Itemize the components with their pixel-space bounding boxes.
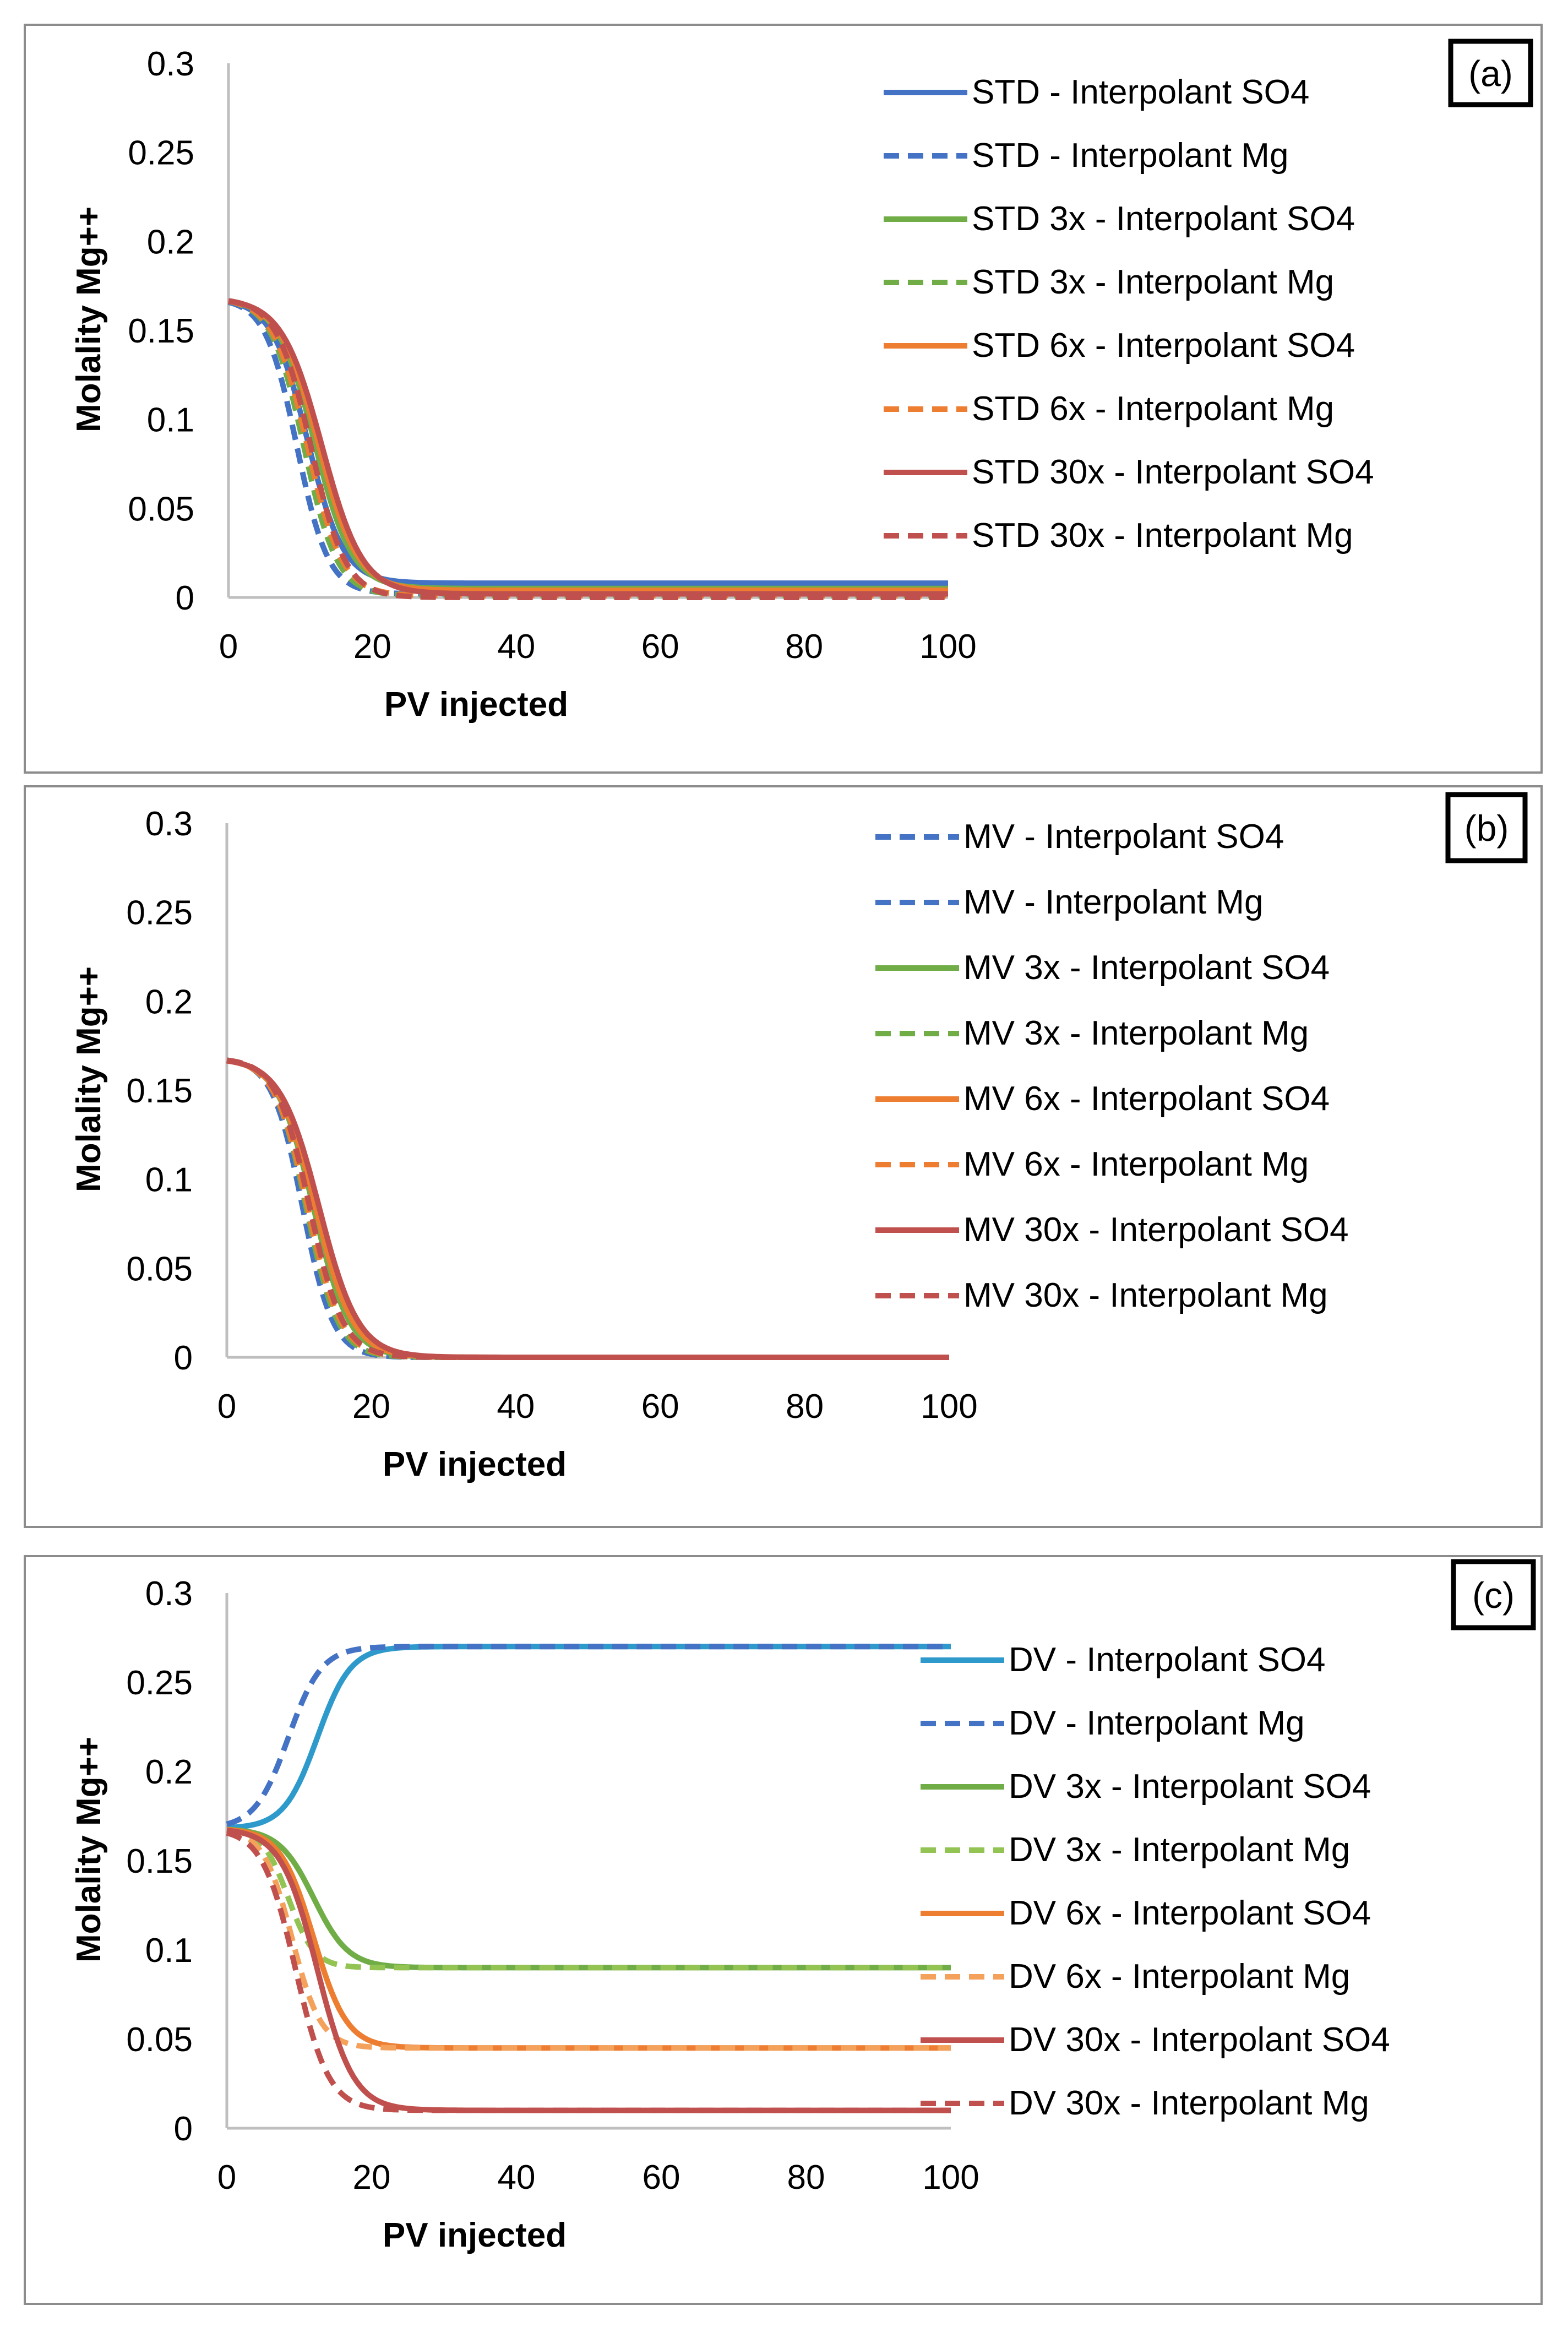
legend-entry: MV 30x - Interpolant Mg bbox=[963, 1276, 1328, 1314]
series-lines bbox=[226, 1644, 951, 2113]
x-tick-label: 20 bbox=[352, 1388, 390, 1426]
legend-entry: STD 3x - Interpolant Mg bbox=[972, 263, 1334, 301]
chart-panel-c: 0 0.05 0.1 0.15 0.2 0.25 0.3 0 20 40 60 80 100 PV inj… bbox=[24, 1555, 1543, 2305]
x-axis-title: PV injected bbox=[384, 686, 568, 724]
panel-label: (c) bbox=[1472, 1575, 1515, 1616]
y-tick-label: 0.2 bbox=[145, 1753, 193, 1791]
legend-entry: STD 6x - Interpolant Mg bbox=[972, 390, 1334, 428]
x-tick-label: 60 bbox=[643, 2159, 680, 2196]
panel-frame bbox=[24, 785, 1543, 1528]
y-tick-label: 0.05 bbox=[126, 2021, 193, 2059]
series-line bbox=[228, 299, 948, 586]
y-tick-label: 0 bbox=[174, 1339, 193, 1377]
x-tick-label: 40 bbox=[498, 2159, 536, 2196]
y-tick-label: 0 bbox=[174, 2110, 193, 2148]
series-line bbox=[226, 1057, 949, 1360]
y-tick-label: 0.25 bbox=[126, 1664, 193, 1702]
series-lines bbox=[226, 1057, 949, 1360]
y-tick-label: 0.05 bbox=[126, 1250, 193, 1288]
x-tick-label: 0 bbox=[217, 2159, 236, 2196]
x-tick-label: 20 bbox=[353, 2159, 391, 2196]
legend-entry: DV 30x - Interpolant Mg bbox=[1009, 2084, 1369, 2122]
legend-entry: DV 6x - Interpolant Mg bbox=[1009, 1958, 1350, 1996]
series-lines bbox=[227, 298, 948, 600]
x-tick-label: 60 bbox=[641, 628, 679, 666]
y-tick-label: 0.15 bbox=[126, 1842, 193, 1880]
panel-frame bbox=[24, 1555, 1543, 2305]
series-line bbox=[228, 298, 948, 594]
legend-entry: DV - Interpolant SO4 bbox=[1009, 1641, 1326, 1679]
y-tick-label: 0.3 bbox=[147, 45, 194, 83]
legend-entry: MV 6x - Interpolant SO4 bbox=[963, 1080, 1330, 1118]
series-line bbox=[228, 298, 948, 600]
panel-label-box bbox=[1451, 1559, 1536, 1630]
y-tick-label: 0.1 bbox=[147, 401, 194, 439]
legend-entry: DV 6x - Interpolant SO4 bbox=[1009, 1894, 1371, 1932]
series-line bbox=[228, 298, 948, 597]
x-tick-label: 0 bbox=[219, 628, 238, 666]
y-tick-label: 0.3 bbox=[145, 1575, 193, 1613]
legend-entry: MV 6x - Interpolant Mg bbox=[963, 1145, 1309, 1183]
legend-entry: STD - Interpolant SO4 bbox=[972, 73, 1309, 111]
y-tick-label: 0.1 bbox=[145, 1161, 193, 1199]
legend-entry: MV 30x - Interpolant SO4 bbox=[963, 1211, 1349, 1249]
y-axis-title: Molality Mg++ bbox=[70, 206, 108, 432]
legend-entry: STD 30x - Interpolant SO4 bbox=[972, 453, 1374, 491]
chart-panel-b: 0 0.05 0.1 0.15 0.2 0.25 0.3 0 20 40 60 80 100 PV inj… bbox=[24, 785, 1543, 1528]
y-tick-label: 0.25 bbox=[126, 894, 193, 932]
series-line bbox=[226, 1828, 951, 2051]
legend-entry: DV 3x - Interpolant SO4 bbox=[1009, 1768, 1371, 1806]
legend-entry: MV - Interpolant Mg bbox=[963, 883, 1263, 921]
x-tick-label: 40 bbox=[497, 1388, 535, 1426]
panel-label-box bbox=[1445, 792, 1528, 863]
legend-entry: MV 3x - Interpolant SO4 bbox=[963, 949, 1330, 987]
legend: STD - Interpolant SO4 STD - Interpolant M… bbox=[884, 73, 1374, 554]
panel-label: (a) bbox=[1468, 53, 1513, 94]
panel-label: (b) bbox=[1464, 808, 1509, 849]
x-tick-label: 60 bbox=[641, 1388, 679, 1426]
y-axis-title: Molality Mg++ bbox=[70, 1737, 108, 1962]
y-tick-label: 0 bbox=[176, 579, 194, 617]
x-tick-label: 20 bbox=[353, 628, 391, 666]
y-tick-label: 0.1 bbox=[145, 1932, 193, 1970]
y-axis-title: Molality Mg++ bbox=[70, 966, 108, 1192]
series-line bbox=[226, 1830, 951, 2113]
legend-entry: STD 3x - Interpolant SO4 bbox=[972, 200, 1355, 238]
y-tick-label: 0.05 bbox=[128, 490, 194, 528]
x-tick-label: 80 bbox=[786, 1388, 824, 1426]
y-tick-label: 0.15 bbox=[128, 312, 194, 350]
x-tick-label: 100 bbox=[922, 2159, 979, 2196]
y-tick-label: 0.15 bbox=[126, 1072, 193, 1110]
series-line bbox=[226, 1826, 951, 1971]
legend-entry: MV - Interpolant SO4 bbox=[963, 818, 1284, 856]
legend: MV - Interpolant SO4 MV - Interpolant Mg M… bbox=[875, 818, 1349, 1314]
x-tick-label: 40 bbox=[497, 628, 535, 666]
x-axis-title: PV injected bbox=[383, 1445, 567, 1483]
series-line bbox=[226, 1644, 951, 1827]
y-tick-label: 0.25 bbox=[128, 134, 194, 172]
legend-entry: STD - Interpolant Mg bbox=[972, 137, 1288, 175]
legend-entry: DV - Interpolant Mg bbox=[1009, 1704, 1305, 1742]
x-tick-label: 80 bbox=[785, 628, 823, 666]
legend-entry: STD 30x - Interpolant Mg bbox=[972, 516, 1353, 554]
x-axis-title: PV injected bbox=[383, 2216, 567, 2254]
legend-entry: STD 6x - Interpolant SO4 bbox=[972, 327, 1355, 365]
legend-entry: DV 30x - Interpolant SO4 bbox=[1009, 2021, 1390, 2059]
panel-frame bbox=[24, 24, 1543, 774]
y-tick-label: 0.3 bbox=[145, 805, 193, 843]
panel-label-box bbox=[1448, 39, 1533, 107]
legend-entry: DV 3x - Interpolant Mg bbox=[1009, 1831, 1350, 1869]
y-tick-label: 0.2 bbox=[147, 223, 194, 261]
x-tick-label: 80 bbox=[787, 2159, 825, 2196]
x-tick-label: 0 bbox=[217, 1388, 236, 1426]
legend: DV - Interpolant SO4 DV - Interpolant Mg D… bbox=[921, 1641, 1390, 2122]
x-tick-label: 100 bbox=[921, 1388, 977, 1426]
x-tick-label: 100 bbox=[919, 628, 976, 666]
y-tick-label: 0.2 bbox=[145, 983, 193, 1021]
legend-entry: MV 3x - Interpolant Mg bbox=[963, 1014, 1309, 1052]
chart-panel-a: 0 0.05 0.1 0.15 0.2 0.25 0.3 0 20 40 60 80 100 PV inj… bbox=[24, 24, 1543, 774]
